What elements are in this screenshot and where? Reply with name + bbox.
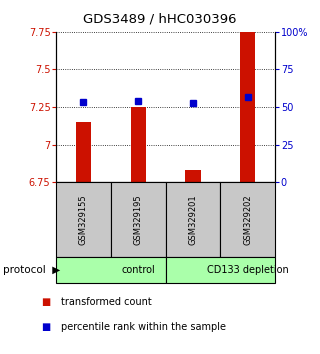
Bar bbox=[240, 32, 255, 182]
Text: ■: ■ bbox=[42, 297, 51, 307]
Bar bbox=[166, 182, 220, 257]
Text: GSM329195: GSM329195 bbox=[134, 194, 143, 245]
Bar bbox=[185, 170, 201, 182]
Text: GSM329155: GSM329155 bbox=[79, 194, 88, 245]
Text: GSM329201: GSM329201 bbox=[188, 194, 197, 245]
Text: percentile rank within the sample: percentile rank within the sample bbox=[61, 322, 226, 332]
Bar bbox=[56, 257, 166, 283]
Text: CD133 depletion: CD133 depletion bbox=[207, 265, 289, 275]
Bar bbox=[131, 107, 146, 182]
Bar bbox=[56, 182, 111, 257]
Text: protocol  ▶: protocol ▶ bbox=[3, 265, 60, 275]
Bar bbox=[220, 182, 275, 257]
Text: transformed count: transformed count bbox=[61, 297, 152, 307]
Text: control: control bbox=[121, 265, 155, 275]
Bar bbox=[166, 257, 275, 283]
Bar bbox=[76, 122, 91, 182]
Text: GDS3489 / hHC030396: GDS3489 / hHC030396 bbox=[83, 12, 237, 25]
Text: ■: ■ bbox=[42, 322, 51, 332]
Bar bbox=[111, 182, 166, 257]
Text: GSM329202: GSM329202 bbox=[243, 194, 252, 245]
